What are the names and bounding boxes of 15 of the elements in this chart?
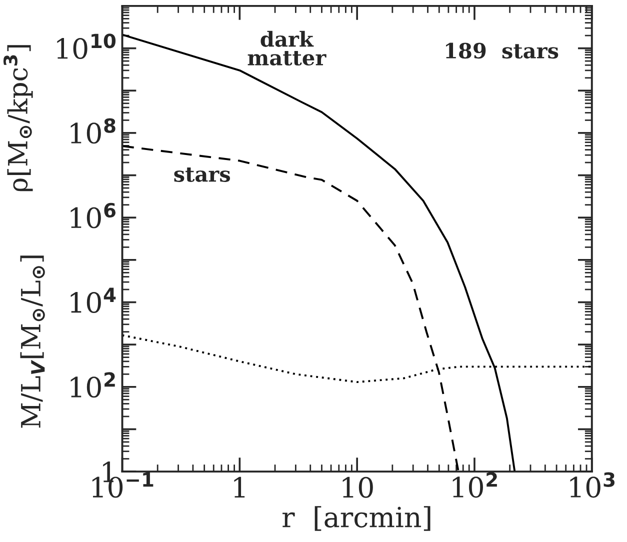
y-axis-title: ρ[M$_{⊙}$/kpc$^{3}$] [3, 45, 33, 192]
annotation: stars [174, 167, 230, 182]
x-tick-label: 1 [234, 476, 245, 498]
y-tick-label: 10$^{10}$ [57, 34, 116, 60]
x-axis-title: r [arcmin] [282, 506, 430, 531]
annotation: dark matter [248, 30, 326, 66]
x-tick-label: 10$^{3}$ [570, 472, 614, 498]
text: M/L$_{V}$[M$_{⊙}$/L$_{⊙}$] [20, 256, 45, 428]
y-tick-label: 10$^{8}$ [70, 118, 116, 144]
x-tick-label: 10 [342, 476, 373, 498]
y-tick-label: 10$^{6}$ [70, 202, 116, 228]
x-tick-label: 10$^{2}$ [452, 472, 497, 498]
y-tick-label: 10$^{4}$ [70, 288, 116, 313]
y-tick-label: 10$^{2}$ [70, 372, 115, 398]
annotation: 189 stars [446, 42, 558, 59]
